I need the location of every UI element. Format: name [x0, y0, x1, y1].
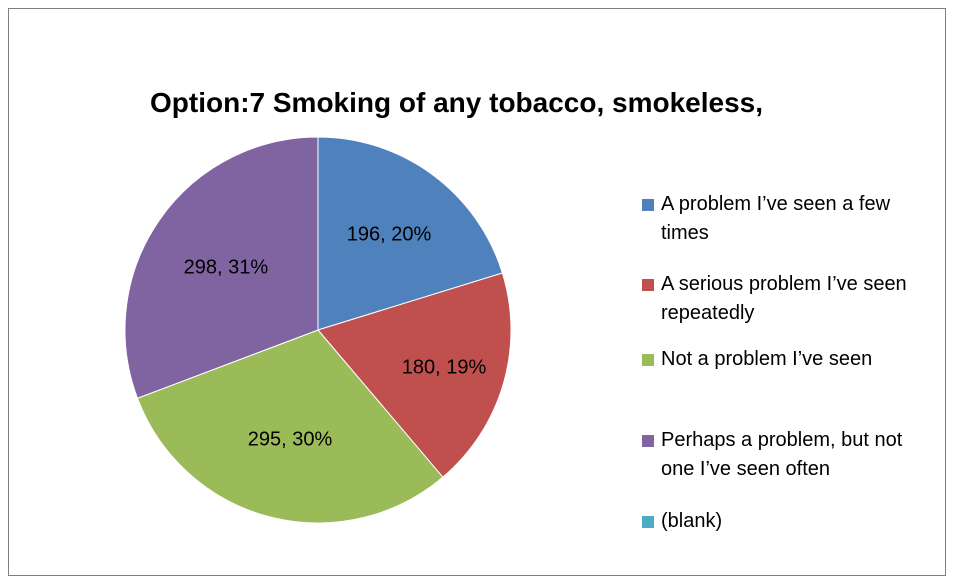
legend-label-3: Not a problem I’ve seen	[661, 348, 873, 370]
pie-slices	[124, 136, 512, 524]
slice-label-1: 196, 20%	[347, 224, 432, 246]
slice-labels: 196, 20% 180, 19% 295, 30% 298, 31%	[184, 224, 487, 451]
slice-label-4: 298, 31%	[184, 256, 269, 278]
legend-label-1: A problem I’ve seen a few times	[661, 193, 891, 244]
pie-slice-2	[317, 272, 512, 478]
legend-item-2: A serious problem I’ve seen repeatedly	[642, 270, 942, 328]
slice-label-3: 295, 30%	[248, 428, 333, 450]
legend-item-4: Perhaps a problem, but not one I’ve seen…	[642, 426, 942, 484]
pie-slice-1	[317, 136, 504, 331]
legend-swatch-5	[642, 516, 654, 528]
legend-item-1: A problem I’ve seen a few times	[642, 190, 942, 248]
chart-title: Option:7 Smoking of any tobacco, smokele…	[150, 87, 764, 118]
legend-item-5: (blank)	[642, 507, 942, 536]
legend-label-5: (blank)	[661, 510, 723, 532]
legend-item-3: Not a problem I’ve seen	[642, 345, 942, 374]
legend-label-2: A serious problem I’ve seen repeatedly	[661, 273, 907, 324]
slice-label-2: 180, 19%	[402, 357, 487, 379]
legend-swatch-2	[642, 279, 654, 291]
legend-swatch-1	[642, 199, 654, 211]
legend-swatch-4	[642, 435, 654, 447]
legend-swatch-3	[642, 354, 654, 366]
pie-slice-4	[124, 136, 319, 399]
pie-slice-3	[136, 329, 444, 524]
legend-label-4: Perhaps a problem, but not one I’ve seen…	[661, 429, 903, 480]
